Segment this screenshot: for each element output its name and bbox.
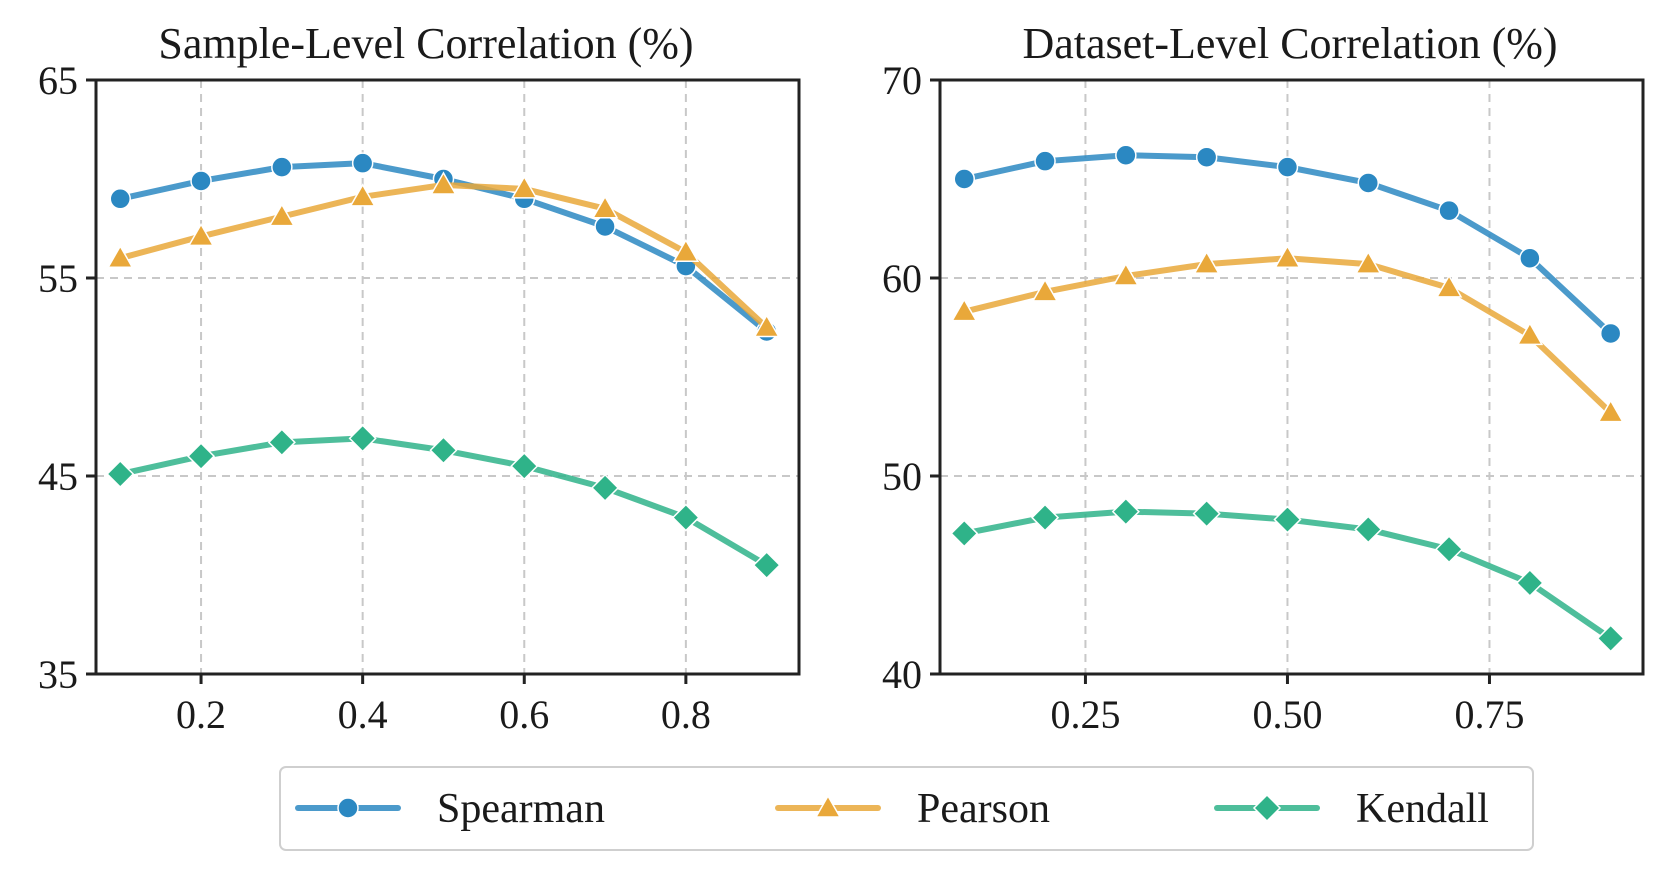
sample-level-spearman-point <box>271 156 293 178</box>
dataset-level-pearson-point <box>1274 244 1301 268</box>
dataset-level-panel: Dataset-Level Correlation (%) 0.25 0.50 0.… <box>882 19 1645 737</box>
sample-level-kendall-point <box>752 551 781 580</box>
sample-level-kendall-point <box>186 442 216 471</box>
dataset-level-pearson-point <box>950 298 978 322</box>
sample-level-kendall-point <box>429 436 458 465</box>
legend-label-pearson: Pearson <box>917 786 1050 832</box>
sample-level-spearman-point <box>594 215 616 238</box>
sample-level-spearman-point <box>109 188 131 210</box>
sample-level-pearson-point <box>672 238 700 263</box>
dataset-level-spearman-point <box>1115 144 1137 166</box>
sample-level-ytick-label: 45 <box>38 454 78 499</box>
sample-level-xtick-label: 0.8 <box>661 692 711 737</box>
dataset-level-spearman-point <box>1599 322 1622 345</box>
sample-level-plot-frame <box>94 78 801 676</box>
sample-level-kendall-point <box>510 452 539 481</box>
legend-label-kendall: Kendall <box>1356 786 1489 832</box>
sample-level-xtick-label: 0.2 <box>176 692 226 737</box>
dataset-level-pearson-point <box>1112 262 1140 286</box>
sample-level-ytick-label: 35 <box>38 652 78 697</box>
dataset-level-pearson-point <box>1516 321 1544 346</box>
dataset-level-spearman-point <box>1034 150 1056 172</box>
dataset-level-xtick-label: 0.25 <box>1050 692 1120 737</box>
sample-level-spearman-point <box>351 152 374 174</box>
dataset-level-spearman-point <box>1438 199 1460 222</box>
sample-level-pearson-point <box>753 313 780 338</box>
dataset-level-spearman-point <box>1357 172 1380 194</box>
dataset-level-ytick-label: 60 <box>882 256 922 301</box>
legend-box <box>279 766 1534 851</box>
sample-level-pearson-point <box>268 203 296 227</box>
sample-level-pearson-point <box>430 171 457 195</box>
sample-level-pearson-point <box>349 183 376 207</box>
sample-level-xtick-label: 0.4 <box>338 692 388 737</box>
dataset-level-kendall-point <box>1192 499 1221 528</box>
sample-level-kendall-point <box>591 473 620 502</box>
dataset-level-ytick-label: 70 <box>882 58 922 103</box>
legend-marker-kendall <box>1252 793 1282 823</box>
dataset-level-kendall-point <box>950 519 979 548</box>
sample-level-kendall-point <box>671 503 700 532</box>
dataset-level-kendall-point <box>1273 505 1302 534</box>
dataset-level-pearson-point <box>1031 278 1059 302</box>
dataset-level-spearman-point <box>1519 247 1541 269</box>
legend-item-spearman: Spearman <box>295 786 605 832</box>
dataset-level-plot-frame <box>938 78 1645 676</box>
dataset-level-spearman-point <box>953 168 975 190</box>
sample-level-kendall-point <box>267 428 296 457</box>
dataset-level-pearson-point <box>1354 250 1382 274</box>
dataset-level-xtick-label: 0.50 <box>1252 692 1322 737</box>
dataset-level-kendall-point <box>1030 503 1060 532</box>
sample-level-pearson-point <box>591 195 619 219</box>
dataset-level-pearson-point <box>1435 274 1463 298</box>
dataset-level-spearman-point <box>1195 146 1218 168</box>
dataset-level-kendall-point <box>1515 568 1544 597</box>
sample-level-pearson-point <box>106 244 134 268</box>
dataset-level-ytick-label: 50 <box>882 454 922 499</box>
dataset-level-spearman-point <box>1276 156 1299 178</box>
sample-level-spearman-point <box>190 170 212 192</box>
dataset-level-xtick-label: 0.75 <box>1454 692 1524 737</box>
dataset-level-pearson-point <box>1597 399 1624 423</box>
sample-level-pearson-point <box>187 222 215 247</box>
dataset-level-pearson-point <box>1193 250 1220 274</box>
legend-item-pearson: Pearson <box>775 786 1050 832</box>
sample-level-ytick-label: 65 <box>38 58 78 103</box>
sample-level-kendall-point <box>348 424 377 453</box>
legend-label-spearman: Spearman <box>437 786 605 832</box>
dataset-level-kendall-point <box>1435 535 1464 564</box>
dataset-level-kendall-point <box>1354 515 1383 544</box>
sample-level-pearson-point <box>510 175 538 199</box>
sample-level-panel: Sample-Level Correlation (%) 0.2 0.4 0.6 0.… <box>38 19 801 737</box>
legend-item-kendall: Kendall <box>1214 786 1489 832</box>
dataset-level-kendall-point <box>1596 624 1625 653</box>
dataset-level-title: Dataset-Level Correlation (%) <box>1022 19 1557 68</box>
sample-level-title: Sample-Level Correlation (%) <box>158 19 693 68</box>
dataset-level-kendall-point <box>1111 497 1140 526</box>
sample-level-kendall-point <box>106 459 135 489</box>
legend-marker-pearson <box>814 794 842 818</box>
dataset-level-ytick-label: 40 <box>882 652 922 697</box>
legend-marker-spearman <box>337 797 359 819</box>
sample-level-xtick-label: 0.6 <box>499 692 549 737</box>
legend: Spearman Pearson Kendall <box>279 766 1534 851</box>
sample-level-ytick-label: 55 <box>38 256 78 301</box>
